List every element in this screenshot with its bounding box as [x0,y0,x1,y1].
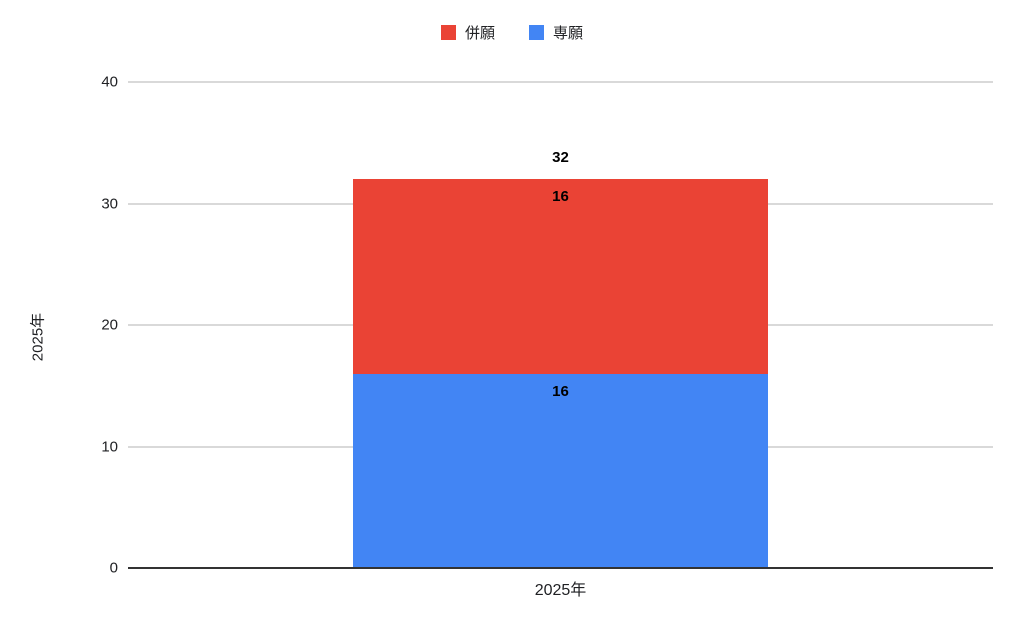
legend-label-sengan: 専願 [553,25,584,42]
bar-stack: 16 16 [353,82,768,568]
chart-legend: 併願 専願 [0,22,1024,43]
y-tick-label-20: 20 [101,316,118,334]
y-tick-label-0: 0 [109,559,118,577]
plot-area: 16 16 32 0 10 20 30 40 [101,75,993,576]
legend-swatch-heigan [440,25,456,40]
segment-value-label: 16 [552,382,569,400]
x-axis-line [128,567,993,569]
total-label: 32 [552,149,569,167]
legend-swatch-sengan [529,25,544,40]
y-tick-label-40: 40 [101,73,118,91]
legend-label-heigan: 併願 [464,25,495,42]
gridline-40 [128,81,993,83]
bar-segment-専願[interactable]: 16 [353,373,768,568]
y-axis-title: 2025年 [29,312,47,362]
x-axis-category-label: 2025年 [534,582,587,599]
legend-item-heigan[interactable]: 併願 [440,22,495,43]
bar-segment-併願[interactable]: 16 [353,179,768,374]
y-tick-label-30: 30 [101,195,118,212]
segment-value-label: 16 [552,188,569,206]
legend-item-sengan[interactable]: 専願 [529,22,583,43]
y-tick-label-10: 10 [101,438,118,455]
